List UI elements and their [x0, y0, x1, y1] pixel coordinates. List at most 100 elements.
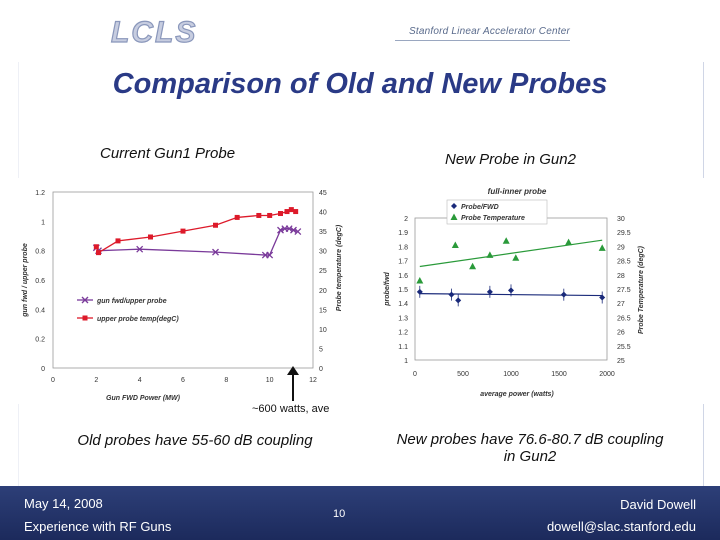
data-point — [148, 234, 153, 240]
y-tick-label: 1.7 — [398, 259, 408, 266]
legend-label: gun fwd/upper probe — [96, 298, 167, 305]
y2-tick-label: 28 — [617, 273, 625, 280]
legend-marker — [451, 203, 457, 209]
data-point — [486, 288, 493, 295]
data-point — [278, 211, 283, 217]
x-axis-label: average power (watts) — [480, 391, 554, 398]
y2-tick-label: 25 — [617, 358, 625, 365]
data-point — [598, 244, 606, 251]
x-axis-label: Gun FWD Power (MW) — [106, 395, 181, 402]
y2-tick-label: 25 — [319, 268, 327, 275]
x-tick-label: 0 — [51, 377, 55, 384]
data-point — [565, 238, 573, 246]
arrow-label: ~600 watts, ave — [252, 403, 330, 415]
x-tick-label: 12 — [309, 377, 317, 384]
data-point — [267, 212, 273, 218]
data-point — [469, 262, 477, 270]
data-point — [285, 225, 293, 233]
y2-tick-label: 25.5 — [617, 344, 631, 351]
data-point — [180, 228, 186, 234]
y2-tick-label: 29.5 — [617, 230, 631, 237]
y2-axis-label: Probe Temperature (degC) — [638, 245, 645, 334]
y2-tick-label: 27.5 — [617, 287, 631, 294]
data-point — [599, 294, 606, 301]
y2-tick-label: 26.5 — [617, 315, 631, 322]
x-tick-label: 8 — [224, 377, 228, 384]
x-tick-label: 4 — [138, 377, 142, 384]
y2-tick-label: 30 — [617, 216, 625, 223]
data-point — [288, 207, 294, 213]
y2-tick-label: 0 — [319, 366, 323, 373]
y-tick-label: 0.2 — [35, 337, 45, 344]
data-point — [136, 245, 144, 253]
legend-label: upper probe temp(degC) — [97, 316, 179, 323]
y-tick-label: 1.8 — [398, 244, 408, 251]
y-tick-label: 2 — [404, 216, 408, 223]
y2-tick-label: 45 — [319, 190, 327, 197]
data-point — [448, 291, 455, 298]
x-tick-label: 1500 — [551, 371, 567, 378]
legend-marker — [81, 296, 89, 304]
footer-band — [0, 486, 720, 540]
legend-box — [446, 199, 548, 225]
data-point — [115, 238, 121, 244]
y-tick-label: 1.4 — [398, 301, 408, 308]
y2-tick-label: 30 — [319, 249, 327, 256]
footer-email: dowell@slac.stanford.edu — [546, 519, 696, 534]
x-tick-label: 0 — [413, 371, 417, 378]
legend-marker — [82, 315, 88, 321]
data-point — [266, 251, 274, 259]
plot-area — [52, 191, 314, 369]
data-point — [213, 222, 218, 228]
y2-tick-label: 15 — [319, 307, 327, 314]
data-point — [234, 214, 240, 220]
data-point — [512, 254, 520, 261]
data-point — [416, 288, 423, 295]
right-subtitle: New Probe in Gun2 — [445, 151, 576, 168]
data-point — [290, 226, 297, 234]
y-tick-label: 0.4 — [35, 307, 45, 314]
lcls-logo-icon: LCLS — [110, 15, 196, 49]
data-point — [455, 297, 462, 304]
data-point — [277, 226, 284, 234]
data-point — [293, 209, 299, 215]
y2-tick-label: 29 — [617, 244, 625, 251]
y-tick-label: 0.6 — [35, 278, 45, 285]
y-tick-label: 1.2 — [398, 330, 408, 337]
slide-title: Comparison of Old and New Probes — [112, 68, 608, 100]
header-rule — [395, 40, 570, 41]
header-bar: LCLS Stanford Linear Accelerator Center — [0, 0, 720, 62]
y-tick-label: 1.5 — [398, 287, 408, 294]
x-tick-label: 6 — [181, 377, 185, 384]
footer-date: May 14, 2008 — [24, 496, 103, 511]
x-tick-label: 1000 — [503, 371, 519, 378]
left-subtitle: Current Gun1 Probe — [100, 145, 236, 162]
x-tick-label: 10 — [266, 377, 274, 384]
footer-page-number: 10 — [333, 508, 346, 520]
y-tick-label: 0 — [41, 366, 45, 373]
y2-tick-label: 35 — [319, 229, 327, 236]
legend-label: Probe Temperature — [461, 215, 525, 222]
y2-tick-label: 5 — [319, 346, 323, 353]
y2-tick-label: 26 — [617, 330, 625, 337]
y-tick-label: 1.6 — [398, 273, 408, 280]
y-axis-label: gun fwd / upper probe — [22, 243, 29, 318]
data-point — [96, 250, 101, 256]
y-tick-label: 0.8 — [35, 249, 45, 256]
left-caption: Old probes have 55-60 dB coupling — [77, 432, 313, 449]
y2-tick-label: 10 — [319, 327, 327, 334]
footer-author: David Dowell — [620, 497, 696, 512]
y-tick-label: 1.3 — [398, 315, 408, 322]
data-point — [212, 248, 219, 256]
y-tick-label: 1 — [41, 219, 45, 226]
x-tick-label: 2000 — [599, 371, 615, 378]
y2-axis-label: Probe temperature (degC) — [336, 224, 343, 311]
legend-label: Probe/FWD — [461, 204, 499, 211]
old-probe-chart: 0 0.2 0.4 0.6 0.8 1 1.2 0 5 10 15 20 25 30 35 40 45 0 2 4 6 8… — [15, 178, 350, 404]
y2-tick-label: 40 — [319, 210, 327, 217]
data-point — [451, 241, 459, 248]
legend-marker — [450, 213, 458, 220]
data-point — [416, 276, 424, 284]
arrow-up-icon — [287, 366, 299, 401]
data-point — [93, 244, 99, 250]
